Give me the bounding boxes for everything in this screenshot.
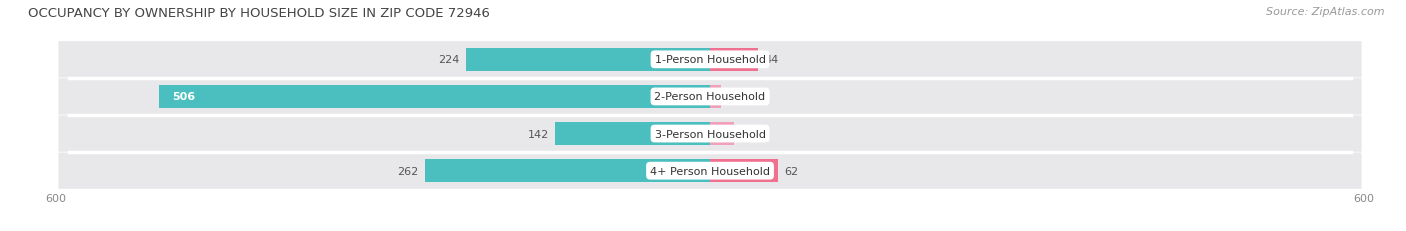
Text: 2-Person Household: 2-Person Household: [654, 92, 766, 102]
Text: OCCUPANCY BY OWNERSHIP BY HOUSEHOLD SIZE IN ZIP CODE 72946: OCCUPANCY BY OWNERSHIP BY HOUSEHOLD SIZE…: [28, 7, 491, 20]
Text: Source: ZipAtlas.com: Source: ZipAtlas.com: [1267, 7, 1385, 17]
Bar: [555, 122, 710, 146]
Text: 142: 142: [527, 129, 548, 139]
Bar: [710, 159, 778, 182]
Bar: [465, 49, 710, 72]
FancyBboxPatch shape: [59, 42, 1361, 78]
Bar: [710, 85, 721, 109]
FancyBboxPatch shape: [59, 79, 1361, 115]
Text: 224: 224: [439, 55, 460, 65]
Text: 10: 10: [727, 92, 741, 102]
Bar: [710, 49, 758, 72]
Bar: [159, 85, 710, 109]
Text: 62: 62: [785, 166, 799, 176]
FancyBboxPatch shape: [59, 116, 1361, 152]
Bar: [710, 122, 734, 146]
Text: 4+ Person Household: 4+ Person Household: [650, 166, 770, 176]
Text: 44: 44: [765, 55, 779, 65]
Bar: [425, 159, 710, 182]
Text: 506: 506: [172, 92, 195, 102]
Text: 22: 22: [741, 129, 755, 139]
Text: 3-Person Household: 3-Person Household: [655, 129, 765, 139]
FancyBboxPatch shape: [59, 153, 1361, 189]
Text: 262: 262: [396, 166, 418, 176]
Text: 1-Person Household: 1-Person Household: [655, 55, 765, 65]
